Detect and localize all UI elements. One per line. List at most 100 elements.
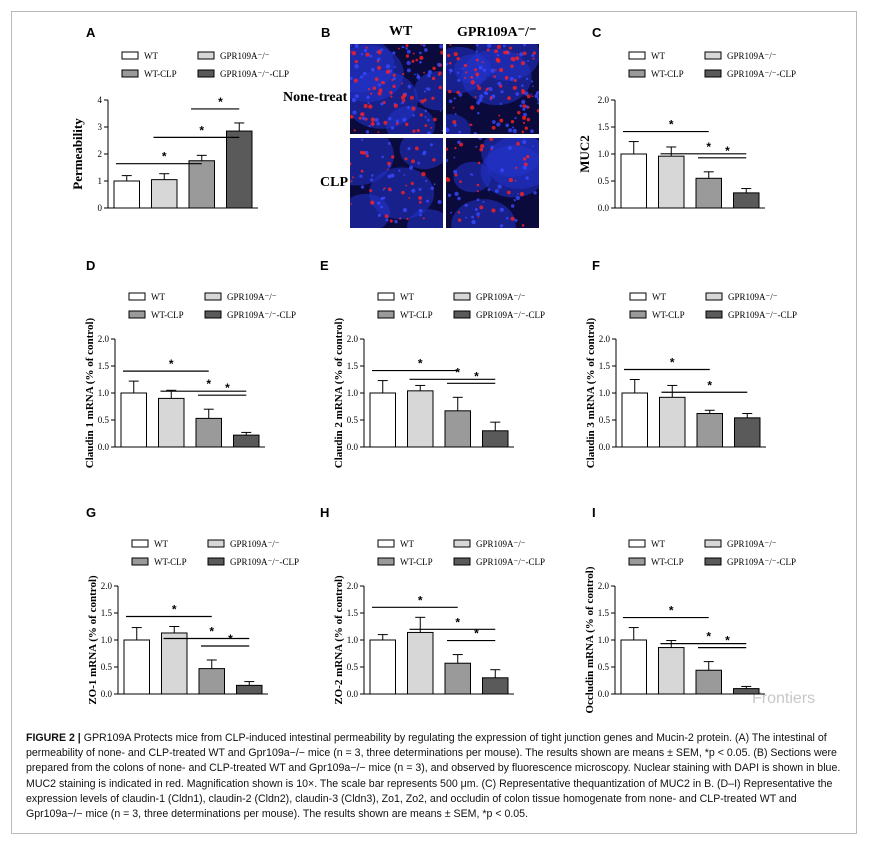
stain-dot [497, 184, 502, 189]
y-tick-label: 0 [98, 203, 103, 213]
stain-dot [387, 187, 392, 192]
significance-star: * [474, 369, 479, 383]
stain-dot [380, 48, 384, 52]
stain-dot [439, 109, 442, 112]
stain-dot [469, 123, 472, 126]
stain-dot [365, 130, 370, 134]
significance-star: * [169, 357, 174, 371]
bar-4 [482, 677, 509, 695]
stain-dot [363, 48, 368, 53]
stain-dot [402, 99, 406, 103]
stain-dot [441, 129, 443, 132]
stain-dot [471, 215, 474, 219]
stain-dot [522, 165, 527, 170]
stain-dot [532, 85, 534, 87]
stain-dot [395, 119, 399, 123]
legend-label: WT [652, 292, 666, 302]
stain-dot [496, 53, 500, 57]
stain-dot [380, 80, 385, 85]
stain-dot [394, 65, 397, 68]
chart-a: A 0 1 2 3 4 Permeability * * * WT GPR109A⁻/⁻ WT-CLP G… [70, 25, 289, 213]
stain-dot [478, 138, 483, 140]
legend-label: WT [400, 292, 414, 302]
micrograph-wt-clp [350, 138, 443, 228]
stain-dot [508, 128, 513, 133]
y-tick-label: 0.0 [598, 203, 610, 213]
bar-2 [658, 647, 685, 695]
panel-label-d: D [86, 258, 95, 273]
y-tick-label: 2 [98, 149, 103, 159]
stain-dot [377, 50, 382, 55]
legend-swatch [131, 539, 149, 548]
stain-dot [402, 117, 407, 122]
stain-dot [382, 188, 385, 191]
stain-dot [491, 208, 496, 213]
stain-dot [532, 145, 535, 147]
stain-dot [476, 50, 479, 53]
stain-dot [448, 61, 452, 65]
legend-label: WT-CLP [651, 557, 684, 567]
stain-dot [392, 77, 396, 81]
stain-dot [499, 224, 504, 228]
stain-dot [387, 174, 392, 179]
legend-swatch [121, 51, 139, 60]
legend-swatch [705, 292, 723, 301]
stain-dot [407, 84, 412, 89]
row-header-clp: CLP [320, 175, 348, 190]
stain-dot [353, 78, 358, 83]
stain-dot [519, 191, 525, 197]
stain-dot [437, 199, 442, 204]
chart-g: G 0.0 0.5 1.0 1.5 2.0ZO-1 mRNA (% of control)… [86, 505, 299, 705]
stain-dot [530, 129, 534, 133]
bar-3 [696, 413, 723, 448]
stain-dot [470, 173, 473, 176]
stain-dot [478, 98, 483, 102]
y-tick-label: 2.0 [101, 581, 113, 591]
stain-dot [509, 77, 514, 82]
stain-dot [477, 86, 482, 91]
legend-swatch [704, 69, 722, 78]
stain-dot [380, 205, 384, 209]
stain-dot [420, 99, 425, 104]
stain-dot [493, 75, 496, 78]
stain-dot [521, 88, 525, 92]
stain-dot [446, 147, 448, 151]
bar-2 [151, 179, 178, 209]
figure-caption: FIGURE 2 | GPR109A Protects mice from CL… [26, 731, 842, 822]
caption-title: FIGURE 2 | [26, 732, 84, 744]
stain-dot [489, 138, 494, 141]
stain-dot [438, 71, 442, 75]
y-tick-label: 2.0 [98, 334, 110, 344]
panel-label-h: H [320, 505, 329, 520]
stain-dot [516, 141, 520, 146]
stain-dot [456, 56, 460, 61]
stain-dot [350, 162, 352, 166]
significance-star: * [218, 95, 223, 109]
stain-dot [474, 96, 477, 98]
stain-dot [350, 203, 353, 206]
stain-dot [375, 51, 378, 54]
y-tick-label: 1.0 [347, 635, 359, 645]
stain-dot [485, 88, 489, 91]
stain-dot [380, 102, 384, 106]
stain-dot [506, 190, 511, 195]
legend-swatch [704, 557, 722, 566]
stain-dot [522, 107, 526, 111]
stain-dot [387, 161, 392, 166]
stain-dot [474, 208, 478, 212]
stain-dot [523, 157, 527, 161]
significance-star: * [162, 150, 167, 164]
y-tick-label: 1.5 [101, 608, 113, 618]
stain-dot [418, 195, 423, 200]
legend-label: WT-CLP [151, 310, 184, 320]
stain-dot [454, 191, 459, 197]
legend-swatch [121, 69, 139, 78]
y-axis-label: Claudin 3 mRNA (% of control) [585, 317, 597, 468]
stain-dot [510, 56, 515, 61]
stain-dot [354, 59, 358, 64]
panel-label-b: B [321, 25, 331, 40]
legend-swatch [207, 539, 225, 548]
legend-swatch [628, 69, 646, 78]
